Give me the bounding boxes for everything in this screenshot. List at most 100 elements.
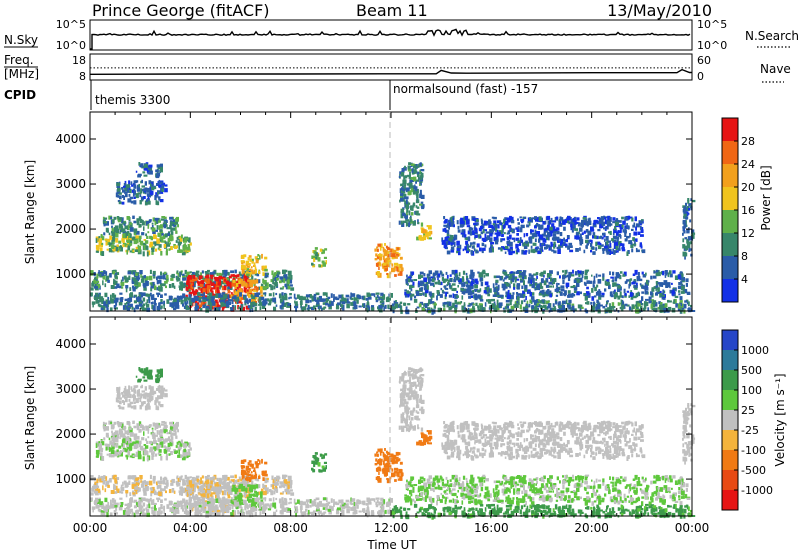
power-echo-cell — [394, 267, 396, 272]
power-echo-cell — [420, 162, 422, 166]
power-echo-cell — [562, 270, 564, 272]
power-echo-cell — [626, 236, 630, 239]
power-echo-cell — [484, 221, 487, 226]
power-echo-cell — [497, 304, 499, 307]
power-echo-cell — [504, 217, 507, 219]
power-echo-cell — [620, 271, 623, 274]
power-echo-cell — [505, 246, 509, 249]
power-echo-cell — [549, 286, 552, 288]
power-echo-cell — [387, 305, 390, 309]
power-echo-cell — [466, 220, 470, 225]
power-echo-cell — [169, 284, 172, 288]
power-echo-cell — [568, 243, 572, 246]
power-echo-cell — [497, 292, 499, 295]
power-echo-cell — [223, 294, 226, 298]
power-echo-cell — [151, 248, 154, 252]
power-echo-cell — [482, 248, 486, 251]
power-echo-cell — [477, 223, 479, 226]
power-echo-cell — [404, 303, 406, 306]
power-echo-cell — [401, 172, 404, 177]
power-echo-cell — [391, 263, 393, 266]
power-echo-cell — [423, 293, 425, 296]
power-echo-cell — [156, 293, 158, 295]
power-echo-cell — [112, 219, 115, 223]
power-echo-cell — [544, 280, 547, 285]
power-echo-cell — [668, 307, 671, 310]
velocity-echo-cell — [164, 393, 168, 397]
power-echo-cell — [473, 273, 475, 278]
cpid-label: CPID — [4, 88, 36, 102]
velocity-echo-cell — [122, 482, 124, 487]
power-echo-cell — [466, 251, 469, 254]
velocity-echo-cell — [151, 453, 154, 457]
power-echo-cell — [665, 303, 668, 307]
power-echo-cell — [244, 301, 247, 303]
velocity-echo-cell — [158, 425, 161, 428]
power-echo-cell — [636, 293, 639, 297]
power-echo-cell — [160, 272, 162, 276]
velocity-echo-cell — [143, 431, 145, 436]
power-echo-cell — [507, 233, 509, 235]
velocity-echo-cell — [134, 445, 138, 449]
power-echo-cell — [480, 288, 482, 291]
power-echo-cell — [408, 166, 411, 170]
power-echo-cell — [397, 248, 399, 250]
power-echo-cell — [388, 260, 392, 264]
velocity-echo-cell — [127, 451, 130, 456]
power-echo-cell — [562, 280, 564, 284]
power-echo-cell — [236, 283, 238, 287]
power-echo-cell — [406, 275, 408, 278]
power-echo-cell — [207, 293, 211, 295]
power-echo-cell — [491, 299, 493, 301]
power-echo-cell — [371, 293, 375, 296]
power-echo-cell — [472, 230, 475, 235]
power-echo-cell — [662, 290, 664, 295]
velocity-echo-cell — [134, 385, 136, 389]
power-echo-cell — [121, 280, 123, 283]
power-echo-cell — [465, 241, 468, 245]
power-echo-cell — [379, 257, 382, 261]
power-echo-cell — [138, 297, 142, 302]
velocity-echo-cell — [156, 399, 158, 403]
velocity-echo-cell — [142, 390, 146, 392]
power-echo-cell — [470, 303, 473, 306]
power-echo-cell — [145, 281, 149, 286]
power-echo-cell — [602, 249, 604, 254]
power-echo-cell — [336, 307, 339, 310]
velocity-echo-cell — [155, 426, 157, 431]
power-echo-cell — [634, 223, 636, 226]
velocity-echo-cell — [101, 477, 104, 481]
velocity-echo-cell — [166, 480, 168, 485]
power-echo-cell — [192, 299, 195, 302]
power-echo-cell — [316, 300, 319, 305]
power-echo-cell — [402, 213, 405, 217]
power-echo-cell — [440, 294, 443, 298]
power-echo-cell — [127, 184, 130, 188]
power-echo-cell — [279, 276, 283, 279]
power-echo-cell — [107, 280, 110, 283]
power-echo-cell — [234, 305, 236, 310]
power-echo-cell — [520, 304, 522, 309]
power-echo-cell — [466, 285, 470, 288]
power-echo-cell — [142, 221, 145, 225]
power-echo-cell — [289, 293, 292, 295]
power-echo-cell — [518, 301, 520, 305]
power-echo-cell — [274, 272, 276, 277]
velocity-echo-cell — [168, 438, 171, 441]
velocity-echo-cell — [274, 477, 276, 482]
power-echo-cell — [270, 285, 272, 287]
power-echo-cell — [294, 306, 296, 308]
power-echo-cell — [479, 248, 482, 252]
power-echo-cell — [489, 237, 492, 242]
power-echo-cell — [576, 291, 580, 295]
power-echo-cell — [157, 201, 160, 205]
power-echo-cell — [454, 235, 457, 239]
velocity-echo-cell — [143, 393, 145, 395]
power-echo-cell — [448, 307, 451, 310]
power-echo-cell — [160, 167, 163, 170]
power-echo-cell — [609, 217, 611, 222]
power-echo-cell — [613, 251, 616, 254]
velocity-echo-cell — [159, 385, 161, 389]
power-echo-cell — [420, 272, 424, 275]
power-echo-cell — [446, 272, 448, 275]
